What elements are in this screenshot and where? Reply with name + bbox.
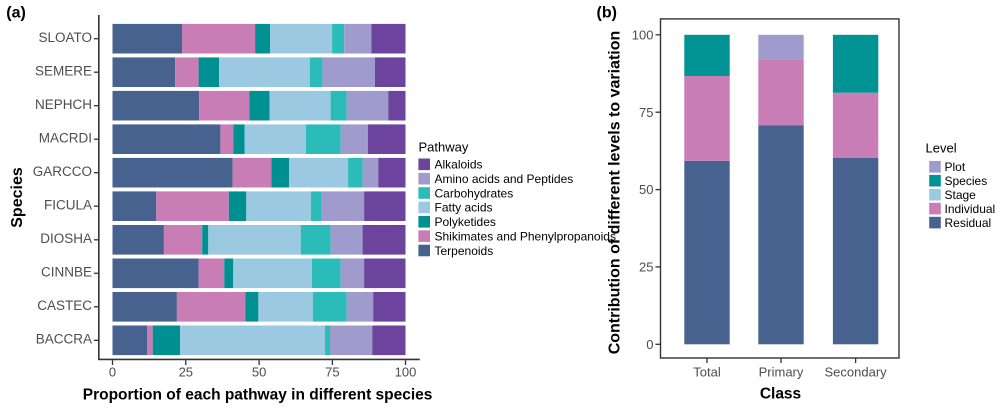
svg-text:Fatty acids: Fatty acids [435,201,493,215]
svg-text:(b): (b) [597,4,617,21]
svg-text:50: 50 [639,182,653,197]
svg-text:SEMERE: SEMERE [35,64,92,79]
svg-text:(a): (a) [6,4,26,21]
svg-text:Pathway: Pathway [419,140,469,155]
svg-text:Class: Class [760,386,801,403]
svg-text:Species: Species [9,167,26,228]
svg-text:Stage: Stage [945,188,977,202]
svg-text:0: 0 [109,365,116,380]
svg-text:FICULA: FICULA [44,198,92,213]
svg-text:Contribution of different leve: Contribution of different levels to vari… [607,31,624,355]
svg-text:Carbohydrates: Carbohydrates [435,186,514,200]
svg-text:Terpenoids: Terpenoids [435,244,494,258]
svg-text:NEPHCH: NEPHCH [35,97,92,112]
svg-text:Shikimates and Phenylpropanoid: Shikimates and Phenylpropanoids [435,230,616,244]
svg-text:Proportion of each pathway in: Proportion of each pathway in different … [83,387,433,404]
svg-text:Species: Species [945,174,988,188]
svg-text:MACRDI: MACRDI [39,131,92,146]
svg-text:GARCCO: GARCCO [33,164,92,179]
svg-text:0: 0 [646,337,653,352]
svg-text:CINNBE: CINNBE [41,265,92,280]
svg-text:50: 50 [252,365,266,380]
svg-text:Amino acids and Peptides: Amino acids and Peptides [435,172,574,186]
svg-text:Secondary: Secondary [825,365,888,380]
svg-text:Alkaloids: Alkaloids [435,158,483,172]
svg-text:Plot: Plot [945,160,966,174]
svg-text:Polyketides: Polyketides [435,215,496,229]
svg-text:Total: Total [693,365,721,380]
svg-text:75: 75 [639,105,653,120]
svg-text:Primary: Primary [759,365,804,380]
svg-text:25: 25 [639,260,653,275]
svg-text:75: 75 [325,365,339,380]
svg-text:SLOATO: SLOATO [38,30,92,45]
svg-text:DIOSHA: DIOSHA [40,231,92,246]
svg-text:25: 25 [179,365,193,380]
svg-text:Residual: Residual [945,216,992,230]
svg-text:Level: Level [926,141,957,156]
svg-text:CASTEC: CASTEC [37,298,92,313]
svg-text:Individual: Individual [945,202,996,216]
svg-text:BACCRA: BACCRA [36,332,92,347]
svg-text:100: 100 [632,27,654,42]
svg-text:100: 100 [395,365,417,380]
